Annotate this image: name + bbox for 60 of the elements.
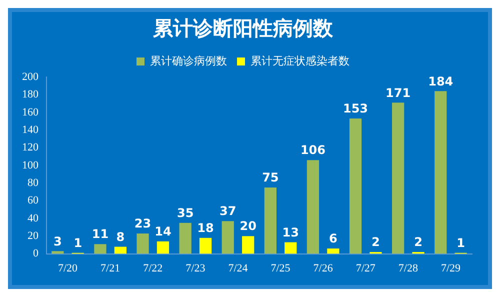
data-label: 20	[240, 219, 256, 234]
bar	[327, 248, 340, 254]
bar	[264, 188, 276, 254]
data-label: 6	[329, 232, 338, 246]
bar	[94, 244, 106, 254]
y-tick-label: 160	[22, 106, 39, 118]
legend-label: 累计确诊病例数	[150, 54, 227, 68]
bar	[392, 102, 404, 254]
y-tick-label: 60	[28, 194, 39, 207]
data-label: 106	[300, 143, 326, 158]
bar	[306, 160, 320, 254]
bar	[349, 118, 362, 254]
bar	[136, 233, 149, 254]
data-label: 18	[197, 221, 214, 236]
bar	[222, 221, 234, 254]
y-tick-label: 80	[28, 176, 39, 189]
bar	[156, 241, 170, 254]
data-label: 35	[176, 206, 194, 220]
y-tick-label: 100	[22, 159, 39, 172]
data-label: 2	[372, 235, 380, 250]
y-tick-label: 140	[22, 124, 39, 136]
x-tick-label: 7/28	[398, 262, 418, 274]
data-label: 2	[414, 235, 422, 250]
data-label: 1	[74, 236, 82, 250]
bar	[114, 246, 126, 254]
x-tick-label: 7/21	[100, 262, 120, 274]
data-label: 13	[282, 225, 299, 240]
data-label: 37	[220, 204, 236, 218]
legend-label: 累计无症状感染者数	[250, 54, 350, 68]
bar	[52, 251, 64, 254]
data-label: 1	[456, 236, 466, 250]
y-tick-label: 200	[22, 70, 39, 83]
data-label: 11	[92, 227, 109, 242]
x-tick-label: 7/29	[440, 262, 461, 274]
data-label: 153	[342, 102, 368, 116]
bar	[179, 222, 192, 254]
data-label: 3	[53, 234, 62, 248]
x-tick-label: 7/24	[228, 262, 248, 274]
x-tick-label: 7/27	[356, 262, 376, 274]
data-label: 75	[262, 170, 279, 185]
data-label: 14	[154, 224, 172, 239]
y-tick-label: 40	[28, 212, 39, 224]
x-tick-label: 7/26	[313, 262, 334, 274]
data-label: 23	[134, 216, 152, 231]
data-label: 8	[116, 230, 125, 244]
x-tick-label: 7/23	[186, 262, 206, 274]
y-tick-label: 180	[22, 88, 39, 101]
bar	[199, 238, 212, 254]
chart-title: 累计诊断阳性病例数	[152, 16, 334, 40]
y-tick-label: 0	[33, 248, 39, 260]
y-tick-label: 20	[28, 230, 39, 242]
y-tick-label: 120	[22, 142, 39, 154]
data-label: 184	[428, 74, 454, 88]
x-tick-label: 7/25	[270, 262, 291, 274]
x-tick-label: 7/22	[143, 262, 163, 274]
bar	[434, 91, 447, 254]
x-tick-label: 7/20	[58, 262, 78, 274]
bar	[242, 236, 254, 254]
bar	[284, 242, 297, 254]
data-label: 171	[386, 86, 411, 100]
